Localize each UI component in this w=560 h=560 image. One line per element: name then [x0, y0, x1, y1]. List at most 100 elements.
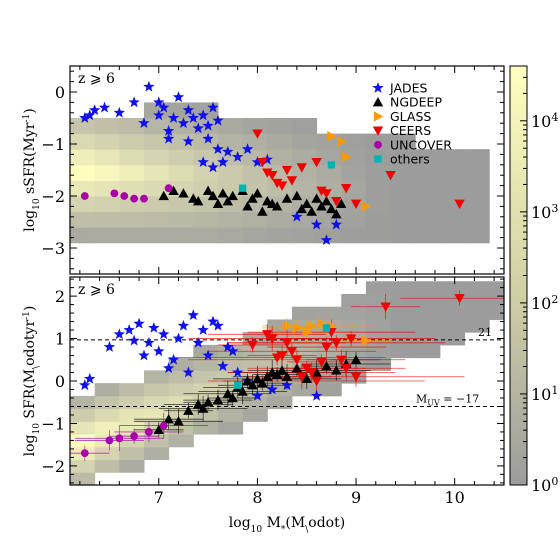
data-point-others [234, 381, 242, 389]
data-point-jades [222, 341, 234, 352]
reference-line-label: MUV = −17 [416, 392, 479, 407]
histogram-bin [439, 281, 466, 295]
histogram-bin [217, 164, 244, 181]
legend-label-ceers: CEERS [390, 123, 431, 138]
data-point-ceers [267, 334, 278, 344]
histogram-bin [119, 227, 145, 244]
histogram-bin [291, 306, 318, 320]
histogram-bin [291, 133, 318, 150]
data-point-ceers [340, 184, 352, 194]
histogram-bin [94, 196, 120, 213]
histogram-bin [390, 164, 416, 181]
histogram-bin [464, 164, 490, 181]
histogram-bin [415, 227, 441, 244]
y-axis-label-top: log10 sSFR(Myr-1) [22, 108, 42, 231]
colorbar-tick-label: 101 [531, 383, 558, 404]
data-point-uncover [130, 432, 139, 441]
histogram-bin [415, 149, 441, 166]
x-tick-label: 9 [351, 488, 361, 507]
histogram-bin [341, 293, 367, 308]
data-point-ngdeep [257, 377, 268, 388]
histogram-bin [217, 408, 244, 422]
data-point-ngdeep [158, 190, 169, 201]
data-point-ceers [296, 372, 307, 382]
data-point-uncover [145, 428, 153, 436]
histogram-bin [464, 211, 490, 228]
data-point-ceers [296, 163, 307, 173]
x-tick-label: 10 [445, 488, 465, 507]
data-point-jades [153, 109, 165, 121]
y-tick-label: 2 [55, 287, 65, 306]
histogram-bin [94, 395, 120, 410]
histogram-bin [119, 408, 145, 422]
histogram-bin [70, 211, 96, 228]
histogram-bin [94, 133, 120, 150]
data-point-glass [342, 151, 352, 163]
data-point-jades [251, 156, 264, 168]
histogram-bin [267, 227, 293, 244]
data-point-ceers [340, 364, 352, 374]
histogram-bin [267, 211, 293, 228]
histogram-bin [143, 164, 170, 181]
histogram-bin [168, 211, 194, 228]
histogram-bin [464, 227, 490, 244]
histogram-bin [415, 211, 441, 228]
data-point-ceers [336, 355, 347, 365]
histogram-bin [70, 459, 96, 473]
data-point-ngdeep [311, 193, 322, 203]
data-point-ceers [454, 294, 465, 304]
data-point-ngdeep [212, 198, 224, 208]
histogram-bin [390, 306, 416, 320]
data-point-ceers [276, 181, 288, 191]
histogram-bin [119, 383, 145, 397]
data-point-jades [162, 125, 175, 136]
data-point-jades [143, 336, 155, 348]
data-point-glass [327, 131, 337, 142]
histogram-bin [143, 118, 170, 135]
histogram-bin [415, 344, 441, 359]
histogram-bin [217, 133, 244, 150]
data-point-jades [113, 106, 126, 118]
data-point-ceers [247, 340, 258, 351]
data-point-uncover [140, 194, 148, 203]
data-point-jades [113, 328, 126, 340]
histogram-bin [390, 133, 416, 150]
data-point-ngdeep [276, 365, 288, 375]
data-point-jades [79, 379, 91, 391]
data-point-ceers [286, 176, 298, 186]
legend-marker-uncover [374, 140, 382, 149]
histogram-bin [291, 180, 318, 197]
data-point-jades [84, 109, 96, 121]
legend-label-ngdeep: NGDEEP [390, 95, 442, 110]
data-point-ngdeep [207, 190, 219, 201]
histogram-bin [341, 227, 367, 244]
histogram-bin [341, 149, 367, 166]
data-point-ngdeep [296, 203, 307, 214]
histogram-bin [217, 421, 244, 435]
data-point-jades [192, 122, 204, 134]
histogram-bin [193, 149, 219, 166]
data-point-jades [241, 143, 254, 155]
legend-label-glass: GLASS [390, 109, 431, 124]
histogram-bin [70, 196, 96, 213]
histogram-bin [390, 344, 416, 359]
data-point-jades [138, 349, 150, 361]
data-point-ngdeep [153, 424, 164, 434]
data-point-jades [138, 117, 150, 129]
histogram-bin [464, 149, 490, 166]
histogram-bin [119, 164, 145, 181]
data-point-jades [310, 218, 323, 230]
y-tick-label: 0 [55, 83, 65, 102]
data-point-jades [167, 353, 180, 365]
histogram-bin [415, 281, 441, 295]
data-point-jades [202, 119, 214, 131]
data-point-ceers [454, 199, 465, 209]
histogram-bin [143, 395, 170, 410]
histogram-bin [70, 227, 96, 244]
data-point-jades [182, 366, 195, 378]
colorbar-tick-label: 100 [531, 475, 558, 496]
histogram-bin [365, 344, 392, 359]
data-point-ngdeep [202, 397, 214, 407]
data-point-ngdeep [281, 193, 293, 203]
